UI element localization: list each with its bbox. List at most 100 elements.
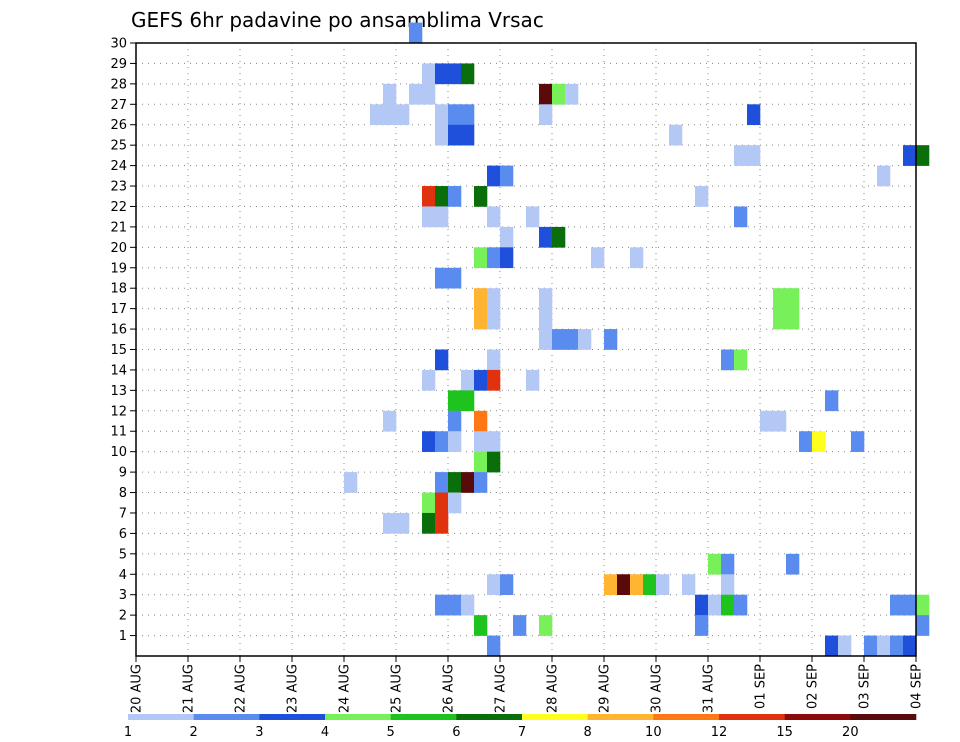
heatmap-cell bbox=[773, 308, 787, 330]
y-tick-label: 12 bbox=[110, 404, 127, 419]
heatmap-cell bbox=[487, 431, 501, 452]
heatmap-cell bbox=[474, 451, 488, 473]
y-tick-label: 2 bbox=[119, 609, 127, 624]
heatmap-cell bbox=[643, 574, 657, 595]
heatmap-cell bbox=[773, 288, 787, 309]
y-tick-label: 19 bbox=[110, 261, 127, 276]
heatmap-cell bbox=[513, 615, 527, 636]
heatmap-cell bbox=[474, 186, 488, 207]
colorbar-segment bbox=[390, 714, 457, 720]
colorbar-level-label: 8 bbox=[584, 725, 592, 740]
heatmap-cell bbox=[448, 390, 462, 412]
heatmap-cell bbox=[526, 206, 540, 228]
colorbar-segment bbox=[259, 714, 326, 720]
heatmap-cell bbox=[539, 329, 553, 350]
y-tick-label: 20 bbox=[110, 241, 127, 256]
x-tick-label: 20 AUG bbox=[130, 664, 145, 713]
heatmap-cell bbox=[734, 594, 748, 616]
heatmap-cell bbox=[825, 390, 839, 412]
heatmap-cell bbox=[786, 288, 800, 309]
heatmap-cell bbox=[552, 226, 566, 248]
x-tick-label: 21 AUG bbox=[182, 664, 197, 713]
x-tick-label: 01 SEP bbox=[754, 664, 769, 709]
heatmap-cell bbox=[383, 104, 397, 126]
heatmap-cell bbox=[565, 83, 579, 105]
colorbar-level-label: 6 bbox=[452, 725, 460, 740]
heatmap-cell bbox=[916, 615, 930, 636]
heatmap-cell bbox=[422, 512, 436, 534]
heatmap-cell bbox=[448, 63, 462, 85]
heatmap-cell bbox=[877, 165, 891, 187]
y-tick-label: 8 bbox=[119, 486, 127, 501]
heatmap-cell bbox=[435, 63, 449, 85]
colorbar-level-label: 7 bbox=[518, 725, 526, 740]
heatmap-cell bbox=[435, 431, 449, 452]
colorbar-segment bbox=[456, 714, 523, 720]
heatmap-cell bbox=[695, 594, 709, 616]
y-tick-label: 11 bbox=[110, 425, 127, 440]
heatmap-cell bbox=[539, 288, 553, 309]
heatmap-cell bbox=[448, 186, 462, 207]
heatmap-cell bbox=[448, 594, 462, 616]
y-tick-label: 29 bbox=[110, 57, 127, 72]
y-tick-label: 9 bbox=[119, 466, 127, 481]
heatmap-cell bbox=[565, 329, 579, 350]
heatmap-cell bbox=[448, 124, 462, 146]
heatmap-cells bbox=[344, 22, 930, 657]
x-tick-label: 04 SEP bbox=[910, 664, 925, 709]
heatmap-cell bbox=[448, 410, 462, 432]
heatmap-cell bbox=[422, 186, 436, 207]
heatmap-cell bbox=[500, 165, 514, 187]
heatmap-cell bbox=[903, 594, 917, 616]
heatmap-cell bbox=[474, 247, 488, 269]
heatmap-cell bbox=[474, 431, 488, 452]
heatmap-cell bbox=[552, 329, 566, 350]
heatmap-cell bbox=[474, 288, 488, 309]
x-tick-label: 02 SEP bbox=[806, 664, 821, 709]
heatmap-cell bbox=[396, 104, 410, 126]
x-tick-label: 28 AUG bbox=[546, 664, 561, 713]
x-tick-label: 26 AUG bbox=[442, 664, 457, 713]
heatmap-cell bbox=[435, 124, 449, 146]
heatmap-cell bbox=[474, 308, 488, 330]
heatmap-cell bbox=[539, 226, 553, 248]
y-tick-label: 10 bbox=[110, 445, 127, 460]
heatmap-cell bbox=[552, 83, 566, 105]
colorbar-level-label: 12 bbox=[711, 725, 728, 740]
y-tick-label: 23 bbox=[110, 180, 127, 195]
colorbar-segment bbox=[325, 714, 391, 720]
heatmap-cell bbox=[487, 635, 501, 657]
y-axis-ticks: 1234567891011121314151617181920212223242… bbox=[110, 37, 136, 644]
colorbar-level-label: 20 bbox=[842, 725, 859, 740]
heatmap-cell bbox=[656, 574, 670, 595]
heatmap-cell bbox=[669, 124, 683, 146]
heatmap-cell bbox=[409, 83, 423, 105]
x-tick-label: 24 AUG bbox=[338, 664, 353, 713]
heatmap-cell bbox=[461, 390, 475, 412]
heatmap-cell bbox=[435, 104, 449, 126]
heatmap-cell bbox=[630, 247, 644, 269]
heatmap-cell bbox=[734, 349, 748, 371]
y-tick-label: 22 bbox=[110, 200, 127, 215]
heatmap-cell bbox=[474, 472, 488, 493]
y-tick-label: 7 bbox=[119, 506, 127, 521]
heatmap-cell bbox=[435, 594, 449, 616]
heatmap-cell bbox=[500, 226, 514, 248]
y-tick-label: 13 bbox=[110, 384, 127, 399]
heatmap-cell bbox=[422, 431, 436, 452]
x-tick-label: 22 AUG bbox=[234, 664, 249, 713]
x-tick-label: 31 AUG bbox=[702, 664, 717, 713]
heatmap-cell bbox=[617, 574, 631, 595]
y-tick-label: 26 bbox=[110, 118, 127, 133]
heatmap-cell bbox=[487, 349, 501, 371]
x-tick-label: 03 SEP bbox=[858, 664, 873, 709]
heatmap-cell bbox=[721, 349, 735, 371]
heatmap-cell bbox=[487, 288, 501, 309]
y-tick-label: 28 bbox=[110, 77, 127, 92]
heatmap-cell bbox=[708, 553, 722, 575]
heatmap-cell bbox=[812, 431, 826, 452]
heatmap-cell bbox=[383, 512, 397, 534]
heatmap-cell bbox=[396, 512, 410, 534]
heatmap-cell bbox=[487, 247, 501, 269]
